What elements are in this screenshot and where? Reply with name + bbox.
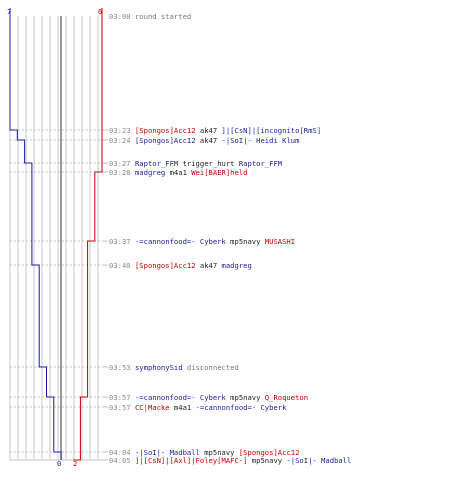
player-name: -|SoI|- Madball xyxy=(134,448,200,457)
event-row: 03:08 round started xyxy=(109,12,191,21)
event-message: disconnected xyxy=(182,363,239,372)
player-name: madgreg xyxy=(221,261,252,270)
red-alive-line xyxy=(73,8,103,461)
event-row: 03:40 [Spongos]Acc12 ak47 madgreg xyxy=(109,261,252,270)
event-time: 03:27 xyxy=(109,159,135,168)
player-name: [Spongos]Acc12 xyxy=(238,448,300,457)
event-time: 03:57 xyxy=(109,393,135,402)
player-name: symphonySid xyxy=(134,363,183,372)
player-name: [Spongos]Acc12 xyxy=(134,126,196,135)
player-name: [Spongos]Acc12 xyxy=(134,136,196,145)
player-name: CC|Macke xyxy=(134,403,170,412)
event-row: 04:05 ]|[CsN]|[Axl]|Foley[MAFC-] mp5navy… xyxy=(109,456,351,465)
player-name: [Spongos]Acc12 xyxy=(134,261,196,270)
red-end-count: 2 xyxy=(73,460,78,468)
weapon-name: mp5navy xyxy=(225,237,265,246)
player-name: -=cannonfood=- Cyberk xyxy=(195,403,287,412)
weapon-name: m4a1 xyxy=(169,403,196,412)
event-time: 03:37 xyxy=(109,237,135,246)
event-row: 03:57 CC|Macke m4a1 -=cannonfood=- Cyber… xyxy=(109,403,286,412)
player-name: Raptor_FFM xyxy=(238,159,283,168)
event-time: 03:53 xyxy=(109,363,135,372)
weapon-name: trigger_hurt xyxy=(178,159,239,168)
event-time: 03:40 xyxy=(109,261,135,270)
weapon-name: ak47 xyxy=(195,261,222,270)
player-name: -=cannonfood=- Cyberk xyxy=(134,393,226,402)
event-row: 03:37 -=cannonfood=- Cyberk mp5navy MUSA… xyxy=(109,237,295,246)
player-name: ]|[CsN]|[Axl]|Foley[MAFC-] xyxy=(134,456,248,465)
event-row: 03:28 madgreg m4a1 Wei[BAER]held xyxy=(109,168,248,177)
player-name: -|SoI|- Madball xyxy=(286,456,352,465)
event-row: 03:57 -=cannonfood=- Cyberk mp5navy Q_Ro… xyxy=(109,393,308,402)
event-time: 03:24 xyxy=(109,136,135,145)
player-name: Wei[BAER]held xyxy=(191,168,248,177)
event-message: round started xyxy=(134,12,192,21)
event-time: 04:05 xyxy=(109,456,135,465)
event-row: 03:23 [Spongos]Acc12 ak47 ]|[CsN]|[incog… xyxy=(109,126,321,135)
blue-start-count: 7 xyxy=(7,8,12,16)
event-row: 03:27 Raptor_FFM trigger_hurt Raptor_FFM xyxy=(109,159,282,168)
player-name: ]|[CsN]|[incognito[RmS] xyxy=(221,126,322,135)
event-row: 04:04 -|SoI|- Madball mp5navy [Spongos]A… xyxy=(109,448,299,457)
red-start-count: 6 xyxy=(98,8,103,16)
event-time: 03:57 xyxy=(109,403,135,412)
player-name: -=cannonfood=- Cyberk xyxy=(134,237,226,246)
weapon-name: m4a1 xyxy=(165,168,192,177)
event-row: 03:24 [Spongos]Acc12 ak47 -|SoI|- Heidi … xyxy=(109,136,299,145)
event-time: 04:04 xyxy=(109,448,135,457)
event-time: 03:28 xyxy=(109,168,135,177)
event-row: 03:53 symphonySid disconnected xyxy=(109,363,239,372)
weapon-name: mp5navy xyxy=(199,448,239,457)
weapon-name: mp5navy xyxy=(247,456,287,465)
player-name: MUSASHI xyxy=(264,237,296,246)
weapon-name: ak47 xyxy=(195,136,222,145)
blue-end-count: 0 xyxy=(57,460,62,468)
event-time: 03:23 xyxy=(109,126,135,135)
weapon-name: mp5navy xyxy=(225,393,265,402)
weapon-name: ak47 xyxy=(195,126,222,135)
player-name: -|SoI|- Heidi Klum xyxy=(221,136,300,145)
player-name: madgreg xyxy=(134,168,166,177)
player-name: Q_Roqueton xyxy=(264,393,309,402)
blue-alive-line xyxy=(9,8,62,460)
player-name: Raptor_FFM xyxy=(134,159,179,168)
event-time: 03:08 xyxy=(109,12,135,21)
